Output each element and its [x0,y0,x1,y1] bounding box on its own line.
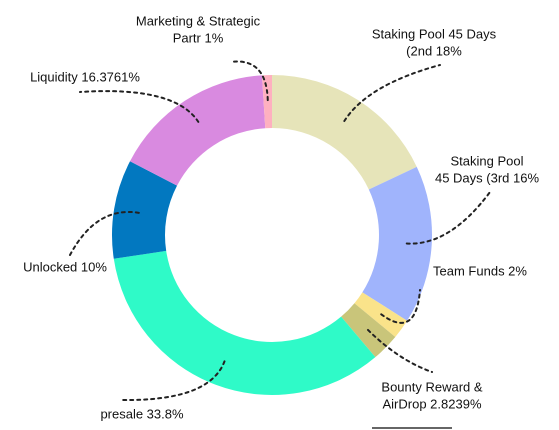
donut-segment [130,75,266,186]
leader-line [380,289,421,324]
leader-line [79,90,200,123]
leader-line [366,328,433,373]
leader-line [343,64,441,123]
donut-segment [113,250,376,395]
segment-label: AirDrop 2.8239% [383,396,482,411]
leader-line [69,210,140,256]
segment-label: (2nd 18% [406,43,462,58]
segment-label: Bounty Reward & [381,379,482,394]
segment-label: Staking Pool 45 Days [372,26,497,41]
segment-label: 45 Days (3rd 16% [435,170,539,185]
segment-label: Team Funds 2% [433,263,527,278]
segment-label: Partr 1% [173,30,224,45]
leader-line [229,60,269,102]
segment-label: Unlocked 10% [23,259,107,274]
donut-segment [362,166,433,321]
segment-label: Liquidity 16.3761% [30,69,140,84]
segment-label: presale 33.8% [100,406,184,421]
donut-segment [272,75,417,190]
donut-segment [261,75,272,129]
segment-label: Staking Pool [451,153,524,168]
donut-segment [112,161,178,259]
leader-line [119,360,226,402]
leader-line [405,191,491,245]
segment-label: Marketing & Strategic [136,13,261,28]
